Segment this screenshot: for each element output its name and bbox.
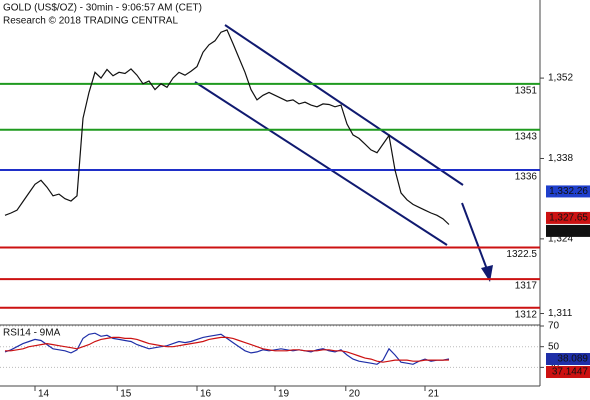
y-tick-label: 50 — [548, 341, 560, 352]
price-tag-label: 37.1447 — [552, 367, 589, 378]
x-tick-label: 19 — [278, 389, 290, 400]
channel-lower — [194, 81, 448, 246]
level-label: 1317 — [515, 281, 538, 292]
price-tag-label: 1,327.65 — [549, 213, 588, 224]
chart-title: GOLD (US$/OZ) - 30min - 9:06:57 AM (CET) — [3, 3, 202, 14]
y-tick-label: 1,352 — [548, 73, 573, 84]
x-tick-label: 20 — [349, 389, 361, 400]
x-tick-label: 14 — [38, 389, 50, 400]
level-label: 1351 — [515, 85, 538, 96]
price-tag-label: 1,326.3 — [555, 226, 589, 237]
rsi-line — [4, 332, 450, 365]
level-label: 1336 — [515, 172, 538, 183]
y-tick-label: 1,338 — [548, 153, 573, 164]
forecast-arrowhead — [481, 265, 493, 282]
price-tag — [546, 211, 590, 224]
y-tick-label: 70 — [548, 321, 560, 332]
rsi-line — [5, 336, 450, 363]
price-tag-label: 1,332.26 — [549, 186, 588, 197]
rsi-title: RSI14 - 9MA — [3, 328, 61, 339]
level-label: 1343 — [515, 131, 538, 142]
x-tick-label: 16 — [200, 389, 212, 400]
price-tag — [546, 353, 590, 366]
price-tag — [546, 185, 590, 198]
y-tick-label: 1,324 — [548, 234, 573, 245]
forecast-arrow — [461, 202, 489, 273]
channel-upper — [224, 24, 464, 186]
price-tag-label: 38.089 — [557, 354, 588, 365]
price-tag — [546, 366, 590, 379]
y-tick-label: 1,311 — [548, 308, 573, 319]
price-tag — [546, 224, 590, 237]
chart-subtitle: Research © 2018 TRADING CENTRAL — [3, 16, 178, 27]
level-label: 1322.5 — [506, 249, 537, 260]
level-label: 1312 — [515, 309, 538, 320]
x-tick-label: 15 — [120, 389, 132, 400]
price-line — [4, 29, 450, 225]
x-tick-label: 21 — [428, 389, 440, 400]
